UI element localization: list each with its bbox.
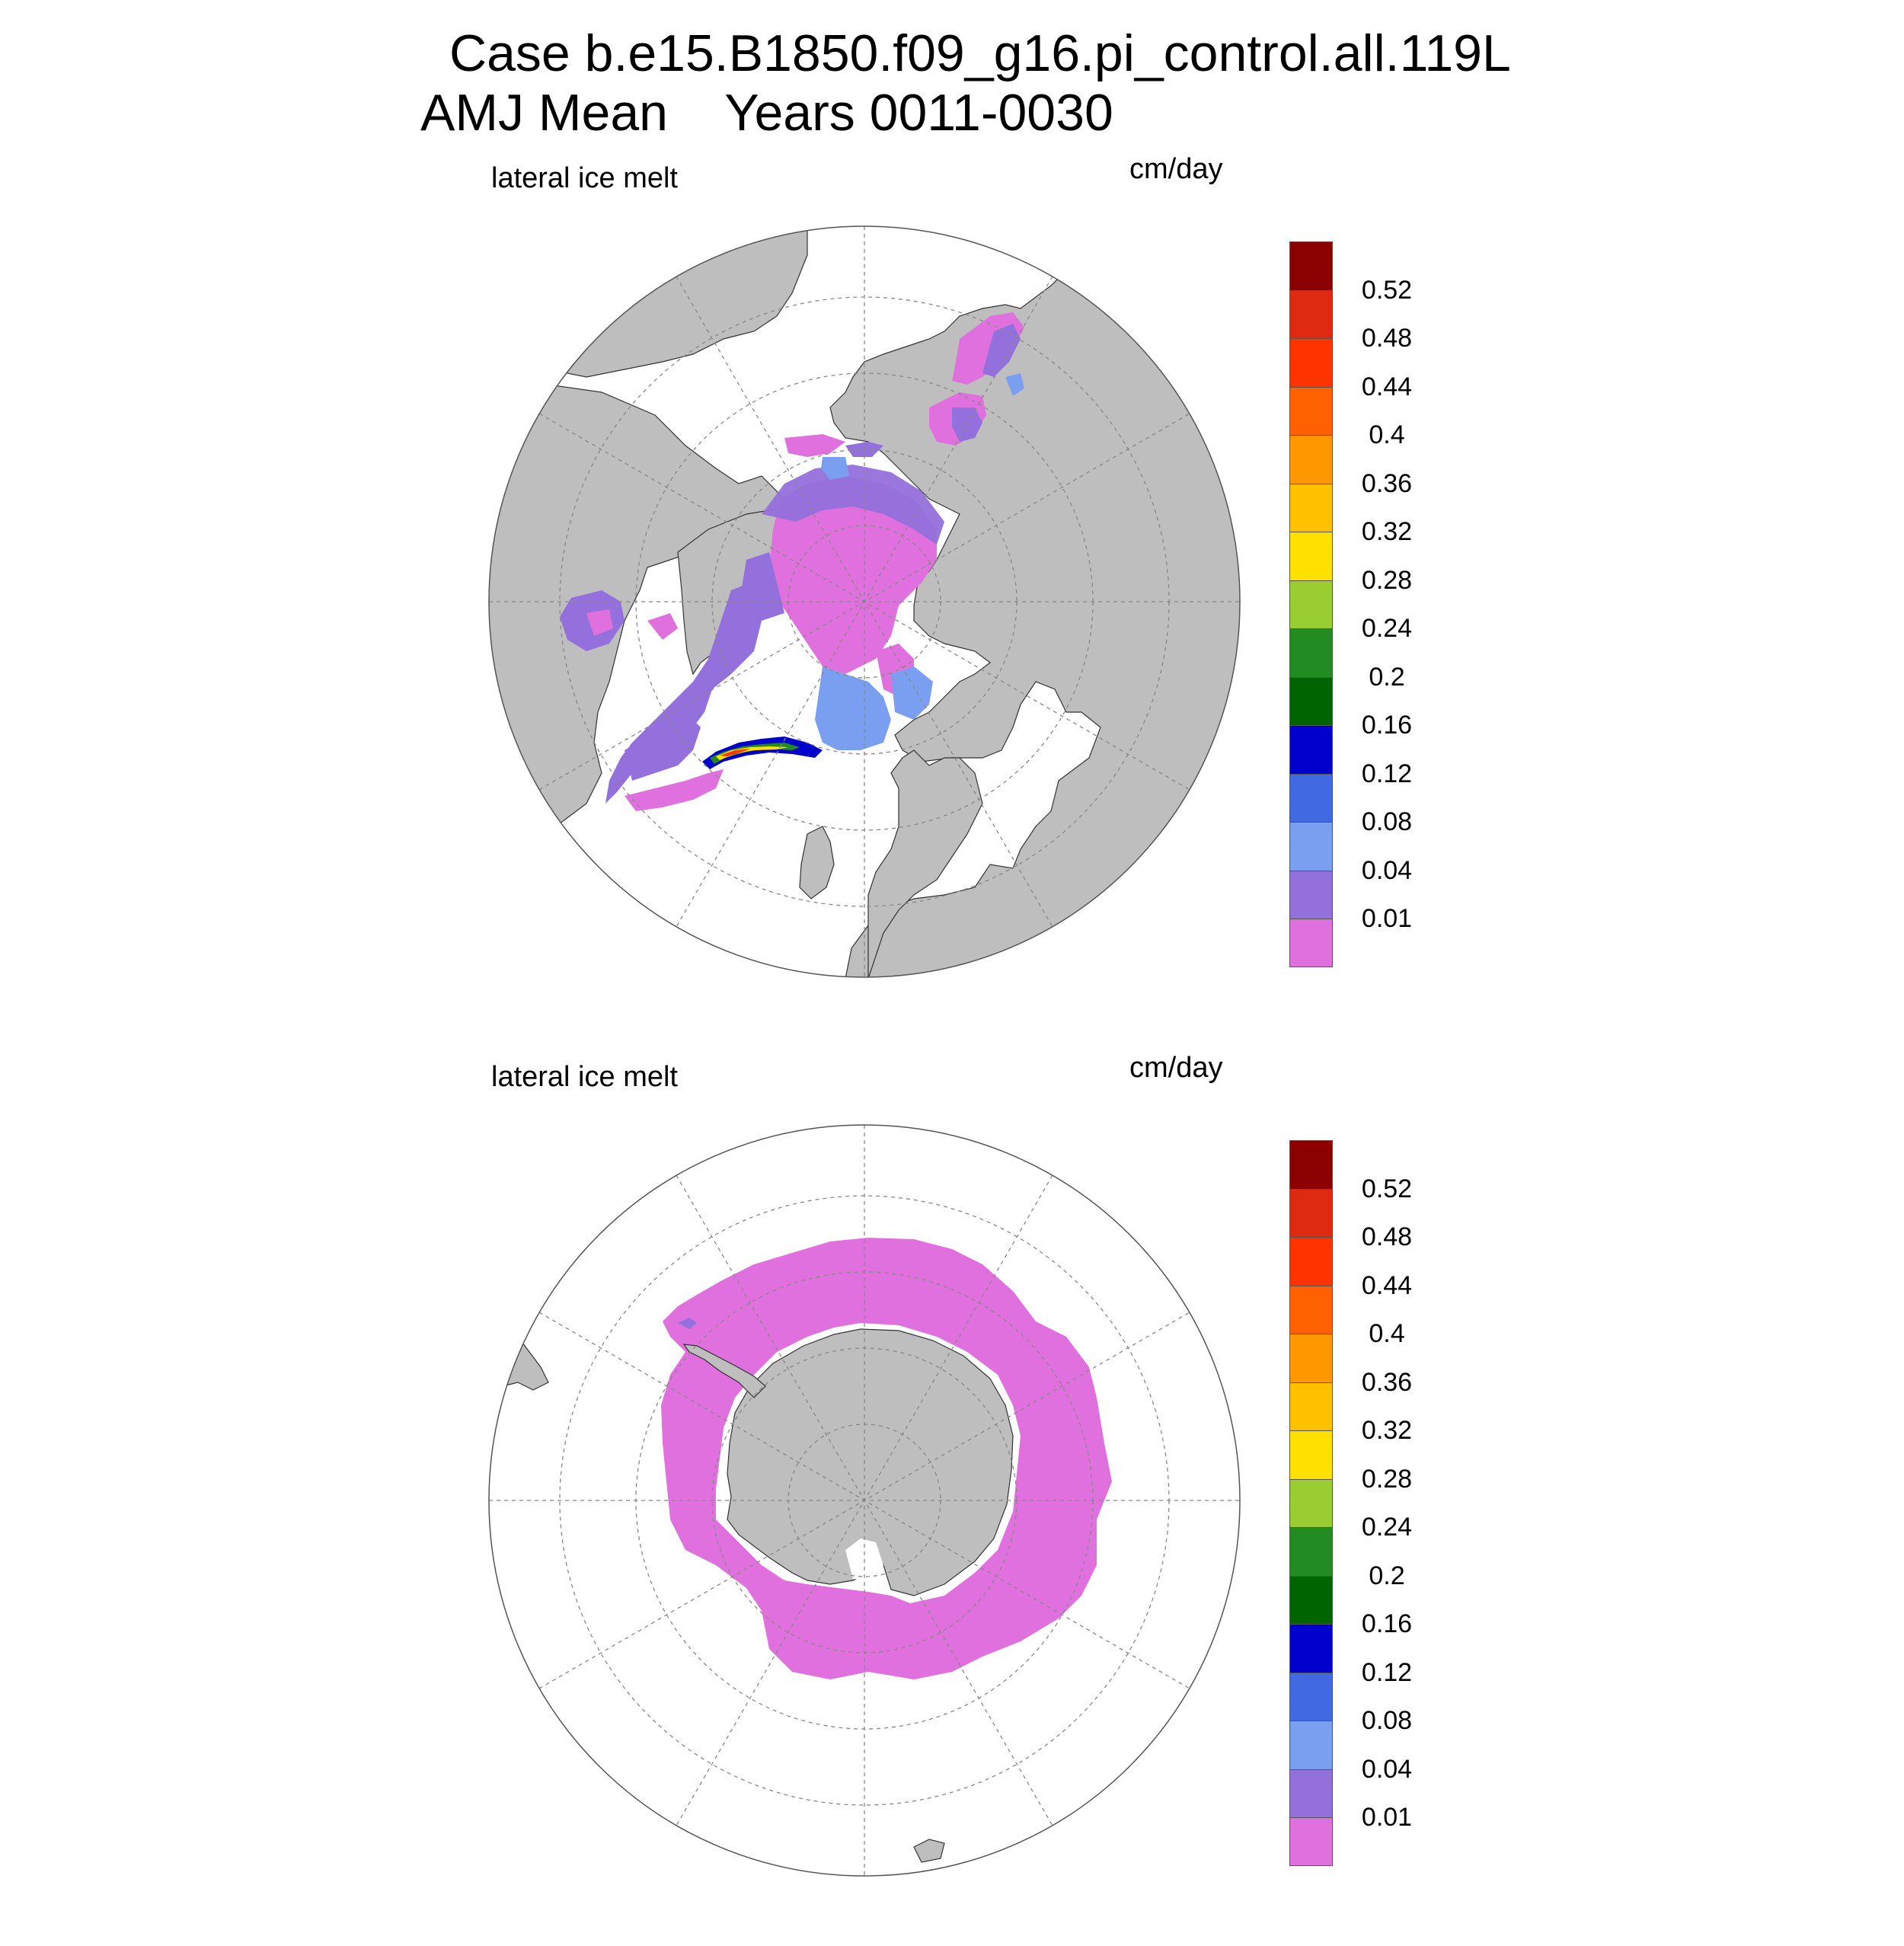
- variable-label: lateral ice melt: [491, 1061, 678, 1093]
- colorbar-box: [1289, 1188, 1333, 1238]
- south-polar-panel: lateral ice melt cm/day: [0, 1047, 1904, 1946]
- colorbar-tick-label: 0.32: [1361, 1416, 1413, 1446]
- colorbar-box: [1289, 435, 1333, 484]
- colorbar-tick-label: 0.48: [1361, 324, 1413, 353]
- colorbar-tick-label: 0.52: [1361, 1174, 1413, 1203]
- colorbar-box: [1289, 338, 1333, 387]
- colorbar-tick-label: 0.08: [1361, 807, 1413, 837]
- colorbar-tick-label: 0.16: [1361, 711, 1413, 740]
- colorbar-tick-label: 0.04: [1361, 1754, 1413, 1784]
- colorbar-box: [1289, 241, 1333, 290]
- colorbar-box: [1289, 1285, 1333, 1334]
- colorbar-box: [1289, 1478, 1333, 1528]
- colorbar-box: [1289, 532, 1333, 580]
- colorbar-tick-label: 0.24: [1361, 1513, 1413, 1542]
- variable-label: lateral ice melt: [491, 162, 678, 194]
- colorbar-tick-label: 0.28: [1361, 565, 1413, 595]
- colorbar: 0.01 0.04 0.08 0.12 0.16 0.2 0.24 0.28 0.32 0.36 0…: [1289, 241, 1412, 967]
- colorbar-box: [1289, 1140, 1333, 1189]
- colorbar-tick-label: 0.48: [1361, 1222, 1413, 1252]
- land-scandinavia: [867, 749, 983, 977]
- units-label: cm/day: [1129, 1052, 1223, 1084]
- colorbar-box: [1289, 628, 1333, 677]
- colorbar-box: [1289, 676, 1333, 726]
- map-border: [488, 225, 1241, 978]
- colorbar-tick-label: 0.52: [1361, 275, 1413, 305]
- land-small-island: [913, 1839, 945, 1863]
- colorbar-box: [1289, 1817, 1333, 1866]
- colorbar-tick-label: 0.12: [1361, 1657, 1413, 1687]
- ice-melt-purple-patch: [678, 1318, 697, 1329]
- colorbar-box: [1289, 919, 1333, 967]
- colorbar-tick-label: 0.32: [1361, 517, 1413, 547]
- colorbar-tick-label: 0.4: [1369, 1319, 1405, 1349]
- colorbar-box: [1289, 483, 1333, 532]
- colorbar-tick-label: 0.16: [1361, 1609, 1413, 1639]
- colorbar-tick-label: 0.24: [1361, 614, 1413, 644]
- colorbar-tick-label: 0.12: [1361, 759, 1413, 788]
- colorbar-box: [1289, 1575, 1333, 1625]
- land-british-isles: [799, 826, 835, 900]
- colorbar-box: [1289, 725, 1333, 774]
- colorbar-box: [1289, 1624, 1333, 1673]
- colorbar: 0.01 0.04 0.08 0.12 0.16 0.2 0.24 0.28 0.32 0.36 0…: [1289, 1140, 1412, 1866]
- colorbar-box: [1289, 773, 1333, 823]
- colorbar-tick-label: 0.4: [1369, 420, 1405, 450]
- colorbar-box: [1289, 386, 1333, 436]
- colorbar-box: [1289, 1237, 1333, 1286]
- colorbar-tick-label: 0.2: [1369, 662, 1405, 692]
- south-polar-map: [488, 1124, 1241, 1877]
- colorbar-tick-label: 0.2: [1369, 1561, 1405, 1590]
- ice-melt-field: [560, 312, 1024, 811]
- land-antarctic-peninsula: [682, 1344, 766, 1398]
- colorbar-tick-label: 0.01: [1361, 1803, 1413, 1833]
- plot-title-line-2: AMJ Mean Years 0011-0030: [420, 84, 1113, 142]
- colorbar-box: [1289, 1527, 1333, 1576]
- colorbar-box: [1289, 1430, 1333, 1479]
- map-border: [488, 1124, 1241, 1877]
- graticule: [489, 226, 1240, 977]
- colorbar-tick-label: 0.01: [1361, 904, 1413, 934]
- colorbar-box: [1289, 870, 1333, 919]
- colorbar-tick-label: 0.44: [1361, 372, 1413, 401]
- colorbar-box: [1289, 1672, 1333, 1721]
- colorbar-tick-label: 0.28: [1361, 1464, 1413, 1494]
- colorbar-box: [1289, 1721, 1333, 1769]
- north-polar-panel: lateral ice melt cm/day: [0, 149, 1904, 1047]
- colorbar-box: [1289, 1334, 1333, 1382]
- colorbar-tick-label: 0.08: [1361, 1706, 1413, 1736]
- units-label: cm/day: [1129, 153, 1223, 185]
- colorbar-box: [1289, 1769, 1333, 1818]
- colorbar-tick-label: 0.04: [1361, 855, 1413, 885]
- plot-title-line-1: Case b.e15.B1850.f09_g16.pi_control.all.…: [449, 24, 1511, 82]
- graticule: [489, 1125, 1240, 1876]
- north-polar-map: [488, 225, 1241, 978]
- colorbar-box: [1289, 289, 1333, 339]
- colorbar-box: [1289, 822, 1333, 871]
- colorbar-tick-label: 0.44: [1361, 1270, 1413, 1300]
- colorbar-box: [1289, 580, 1333, 629]
- colorbar-tick-label: 0.36: [1361, 468, 1413, 498]
- colorbar-tick-label: 0.36: [1361, 1367, 1413, 1397]
- colorbar-box: [1289, 1382, 1333, 1431]
- ice-melt-ring: [661, 1238, 1112, 1679]
